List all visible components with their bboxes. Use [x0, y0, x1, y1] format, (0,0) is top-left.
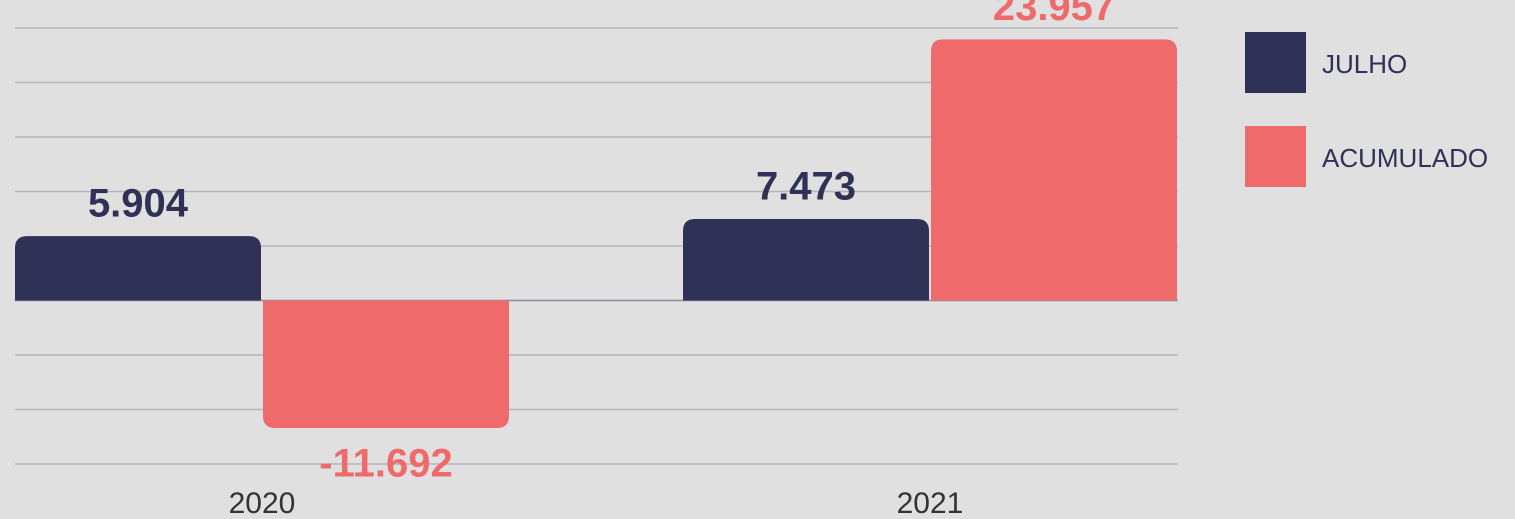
legend-label: JULHO [1322, 49, 1407, 79]
x-tick-label: 2020 [229, 487, 296, 519]
value-label: -11.692 [319, 442, 452, 486]
value-label: 5.904 [88, 182, 189, 226]
bar [15, 236, 261, 301]
bar [263, 300, 509, 428]
bar [683, 219, 929, 301]
value-label: 7.473 [756, 165, 856, 209]
legend-label: ACUMULADO [1322, 143, 1488, 173]
x-tick-label: 2021 [897, 487, 964, 519]
bar [931, 39, 1177, 301]
legend-swatch [1245, 126, 1306, 187]
legend-swatch [1245, 32, 1306, 93]
value-label: 23.957 [993, 0, 1115, 29]
